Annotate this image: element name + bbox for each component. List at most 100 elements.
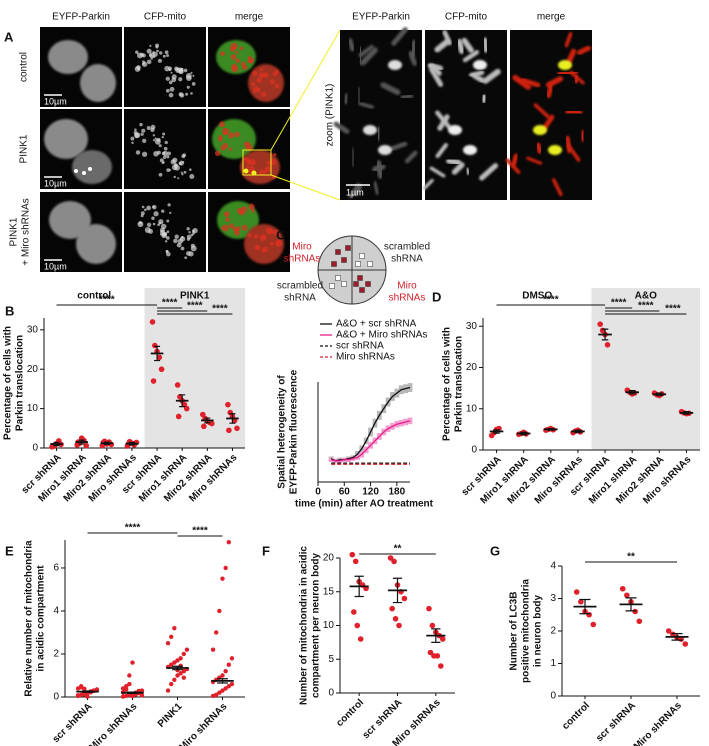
mito xyxy=(142,138,147,143)
filament xyxy=(352,183,363,197)
mito xyxy=(263,72,269,79)
filament xyxy=(573,74,580,84)
diagram-label: shRNAs xyxy=(389,293,426,304)
mito xyxy=(247,233,252,238)
y-tick-label: 4 xyxy=(550,561,556,572)
mito xyxy=(141,151,148,157)
mito xyxy=(156,49,159,53)
significance-label: **** xyxy=(125,523,141,534)
mito xyxy=(150,57,153,60)
mito xyxy=(190,245,197,252)
group-label: control xyxy=(77,291,111,302)
y-axis-label: in neuron body xyxy=(533,594,544,667)
data-point xyxy=(665,628,672,634)
mito xyxy=(164,240,168,243)
mito xyxy=(248,55,252,59)
x-tick-label: scr shRNA xyxy=(51,701,95,745)
error-bar xyxy=(493,429,500,434)
diagram-label: Miro xyxy=(292,242,312,253)
legend-label: A&O + Miro shRNAs xyxy=(336,330,427,341)
mito xyxy=(146,222,152,227)
data-point xyxy=(619,585,626,592)
y-axis-label: EYFP-Parkin fluorescence xyxy=(289,369,300,494)
y-axis-label: Percentage of cells with xyxy=(3,326,14,440)
diagram-square xyxy=(335,275,341,281)
filament xyxy=(511,153,519,168)
filament xyxy=(404,150,418,164)
mito xyxy=(157,223,160,227)
mito xyxy=(140,132,144,136)
mito xyxy=(162,155,167,160)
mito xyxy=(148,228,153,234)
y-axis-label: Number of mitochondria in acidic xyxy=(299,546,310,705)
mito xyxy=(164,50,169,55)
mito xyxy=(146,126,151,130)
cell xyxy=(72,150,112,184)
filament xyxy=(380,82,401,96)
data-point xyxy=(226,427,232,434)
data-point xyxy=(670,631,676,638)
mito xyxy=(131,141,134,145)
data-point xyxy=(426,605,432,612)
mito xyxy=(141,205,145,209)
mito xyxy=(192,231,195,235)
column-header: EYFP-Parkin xyxy=(52,12,110,23)
y-tick-label: 10 xyxy=(466,403,478,414)
y-tick-label: 0 xyxy=(550,691,556,702)
puncta xyxy=(251,170,257,176)
error-bar xyxy=(217,678,228,684)
data-point xyxy=(169,634,174,639)
zoom-label: zoom (PINK1) xyxy=(325,84,336,147)
mito xyxy=(177,177,180,180)
filament xyxy=(428,62,444,71)
mito xyxy=(248,169,253,174)
mito xyxy=(185,92,189,96)
y-tick-label: 20 xyxy=(323,553,335,564)
diagram-label: Miro xyxy=(397,281,417,292)
data-point xyxy=(590,621,597,628)
cell xyxy=(44,119,88,159)
filament xyxy=(545,76,564,88)
group-shade xyxy=(591,288,700,450)
mito xyxy=(251,81,256,87)
zoom-line xyxy=(270,174,341,201)
mito xyxy=(229,46,236,52)
panel-letter: E xyxy=(5,543,14,558)
significance-label: **** xyxy=(212,304,228,315)
mito xyxy=(186,237,191,241)
spot xyxy=(448,125,462,135)
mito xyxy=(137,221,144,228)
group-label: PINK1 xyxy=(180,291,210,302)
legend-label: scr shRNA xyxy=(336,341,384,352)
mito xyxy=(186,85,190,89)
filament xyxy=(429,166,446,178)
filament xyxy=(391,27,408,46)
data-point xyxy=(604,342,611,348)
legend-label: A&O + scr shRNA xyxy=(336,319,417,330)
mito xyxy=(141,61,148,67)
mito xyxy=(184,256,188,260)
filament xyxy=(333,121,350,134)
mito xyxy=(166,230,170,234)
y-tick-label: 3 xyxy=(550,593,556,604)
mito xyxy=(270,158,277,166)
mito xyxy=(190,71,193,75)
mito xyxy=(274,69,280,75)
filament xyxy=(533,103,551,119)
data-point xyxy=(439,636,446,642)
filament xyxy=(410,39,417,58)
x-tick-label: 180 xyxy=(389,487,406,498)
y-tick-label: 20 xyxy=(466,362,478,373)
filament xyxy=(435,143,448,159)
mito xyxy=(262,235,266,239)
filament xyxy=(479,163,499,181)
data-point xyxy=(229,681,235,687)
cells xyxy=(44,119,112,184)
mito xyxy=(173,238,178,244)
data-point xyxy=(181,651,186,657)
data-point xyxy=(149,319,156,325)
data-point xyxy=(209,420,215,427)
mito xyxy=(181,173,184,176)
mito xyxy=(165,88,170,93)
significance-label: **** xyxy=(187,301,203,312)
